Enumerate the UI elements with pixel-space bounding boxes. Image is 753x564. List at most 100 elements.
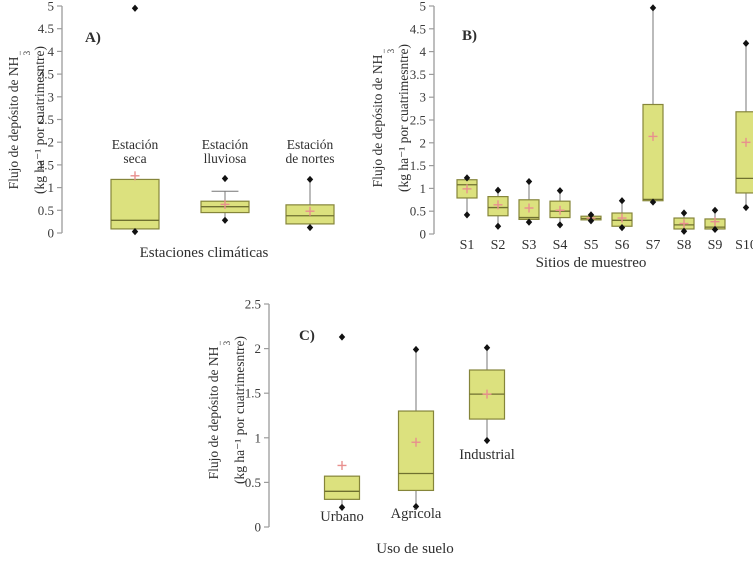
box-estación-de-nortes: [285, 175, 335, 232]
outlier-point: [587, 217, 595, 225]
box-industrial: [468, 344, 506, 445]
category-label: Estación: [287, 137, 334, 152]
category-label: Estación: [202, 137, 249, 152]
outlier-point: [412, 345, 420, 354]
outlier-point: [618, 197, 626, 205]
outlier-point: [556, 187, 564, 195]
box-s5: [580, 211, 602, 225]
y-axis-label-line2-c: (kg ha⁻¹ por cuatrimesntre): [231, 336, 247, 484]
y-axis-label-panel-c: Flujo de depósito de NH −3 (kg ha⁻¹ por c…: [205, 290, 247, 530]
outlier-point: [338, 333, 346, 341]
y-tick-label: 4.5: [38, 21, 54, 36]
outlier-point: [494, 222, 502, 230]
y-tick-label: 4: [48, 44, 55, 59]
iqr-box: [397, 410, 435, 492]
outlier-point: [221, 174, 229, 183]
category-label: Industrial: [459, 447, 515, 463]
category-label: seca: [123, 151, 146, 166]
outlier-point: [680, 209, 688, 217]
box-s10: [735, 39, 753, 212]
box-estación-seca: [110, 4, 160, 236]
y-axis-label-text-b: Flujo de depósito de NH: [370, 54, 385, 188]
nh3-minus-notation-c: −3: [215, 340, 232, 346]
box-s8: [673, 209, 695, 235]
category-label: S6: [615, 238, 630, 253]
panel-a: 0 0.5 1 1.5 2 2.5 3 3.5 4 4.5 5 A) Estaciones climát…: [38, 0, 335, 261]
category-label: Estación: [112, 137, 159, 152]
y-axis-label-line2-b: (kg ha⁻¹ por cuatrimesntre): [395, 44, 411, 192]
box-s1: [456, 174, 478, 219]
y-tick-label: 4.5: [410, 21, 426, 36]
panel-label-b: B): [462, 28, 477, 44]
outlier-point: [131, 4, 139, 12]
y-tick-label: 0.5: [38, 203, 54, 218]
panel-label-c: C): [299, 328, 315, 344]
outlier-point: [463, 211, 471, 219]
box-s3: [518, 177, 540, 226]
x-axis-title-b: Sitios de muestreo: [536, 255, 647, 271]
y-tick-label: 2.5: [245, 297, 261, 312]
panel-b: 0 0.5 1 1.5 2 2.5 3 3.5 4 4.5 5 B) Sitios de muestre…: [410, 0, 753, 271]
subscript-three-c: 3: [221, 340, 232, 346]
y-axis-label-line1-b: Flujo de depósito de NH −3: [369, 0, 396, 238]
y-tick-label: 0: [48, 226, 55, 241]
category-label: S8: [677, 238, 692, 253]
y-tick-label: 1.5: [410, 158, 426, 173]
iqr-box: [735, 111, 753, 194]
category-label: S3: [522, 238, 537, 253]
outlier-point: [649, 198, 657, 206]
y-tick-label: 2: [48, 135, 55, 150]
outlier-point: [494, 186, 502, 194]
y-tick-label: 3.5: [410, 67, 426, 82]
outlier-point: [338, 503, 346, 511]
y-tick-label: 0.5: [410, 204, 426, 219]
outlier-point: [306, 223, 314, 232]
y-axis-label-panel-a: Flujo de depósito de NH −3 (kg ha⁻¹ por c…: [5, 0, 47, 240]
outlier-point: [711, 225, 719, 234]
y-tick-label: 0.5: [245, 475, 261, 490]
y-tick-label: 1.5: [38, 157, 54, 172]
y-tick-label: 2: [420, 135, 427, 150]
iqr-box: [110, 178, 160, 230]
iqr-box: [642, 103, 664, 202]
y-axis-label-panel-b: Flujo de depósito de NH −3 (kg ha⁻¹ por c…: [369, 0, 411, 238]
outlier-point: [742, 39, 750, 47]
x-axis-title-c: Uso de suelo: [376, 541, 454, 557]
category-label: S5: [584, 238, 599, 253]
y-axis-label-text-c: Flujo de depósito de NH: [206, 346, 221, 480]
category-label: S10: [735, 238, 753, 253]
y-axis-label-line1-c: Flujo de depósito de NH −3: [205, 290, 232, 530]
outlier-point: [483, 436, 491, 445]
category-label: S2: [491, 238, 506, 253]
category-label: S9: [708, 238, 723, 253]
outlier-point: [742, 203, 750, 212]
box-s4: [549, 187, 571, 229]
box-urbano: [323, 333, 361, 511]
y-axis-label-line1-a: Flujo de depósito de NH −3: [5, 0, 32, 240]
panel-c: 0 0.5 1 1.5 2 2.5 C) Uso de suelo Urbano Agrícola…: [245, 297, 515, 558]
outlier-point: [587, 211, 595, 219]
outlier-point: [131, 228, 139, 236]
y-tick-label: 5: [420, 0, 427, 14]
nh3-minus-notation-a: −3: [15, 50, 32, 56]
outlier-point: [221, 216, 229, 224]
outlier-point: [649, 4, 657, 12]
outlier-point: [483, 344, 491, 352]
box-estación-lluviosa: [200, 174, 250, 224]
subscript-three-a: 3: [21, 50, 32, 56]
box-s6: [611, 197, 633, 232]
y-tick-label: 4: [420, 44, 427, 59]
category-label: S7: [646, 238, 661, 253]
outlier-point: [711, 206, 719, 214]
box-s2: [487, 186, 509, 230]
panel-label-a: A): [85, 30, 101, 46]
y-tick-label: 1: [48, 180, 55, 195]
y-tick-label: 2: [255, 341, 262, 356]
category-label: S4: [553, 238, 568, 253]
y-tick-label: 1.5: [245, 386, 261, 401]
category-label: Agrícola: [391, 506, 442, 522]
y-tick-label: 2.5: [38, 112, 54, 127]
category-label: S1: [460, 238, 475, 253]
